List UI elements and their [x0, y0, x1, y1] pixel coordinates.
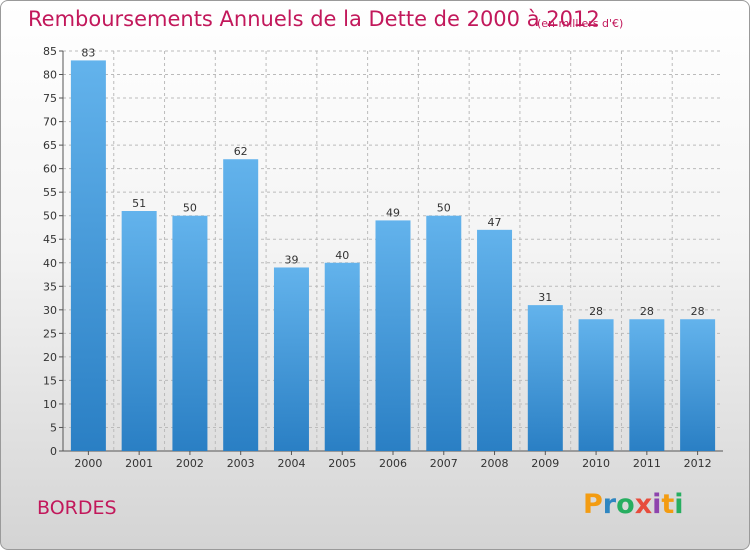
x-tick-label: 2003: [227, 457, 255, 470]
data-label: 31: [538, 291, 552, 304]
logo-letter: i: [674, 489, 684, 520]
bar-2006: [375, 220, 411, 451]
bar-2007: [426, 215, 462, 451]
data-label: 28: [589, 305, 603, 318]
y-tick-label: 25: [43, 327, 57, 340]
x-tick-label: 2008: [481, 457, 509, 470]
data-label: 50: [183, 202, 197, 215]
y-tick-label: 10: [43, 398, 57, 411]
y-tick-label: 20: [43, 351, 57, 364]
bar-2010: [578, 319, 614, 451]
data-label: 62: [234, 145, 248, 158]
x-tick-label: 2007: [430, 457, 458, 470]
y-tick-label: 80: [43, 69, 57, 82]
data-label: 49: [386, 206, 400, 219]
y-tick-label: 30: [43, 304, 57, 317]
bar-2009: [527, 305, 563, 451]
data-label: 28: [640, 305, 654, 318]
y-tick-label: 5: [50, 421, 57, 434]
y-tick-label: 45: [43, 233, 57, 246]
y-tick-label: 0: [50, 445, 57, 458]
logo-letter: x: [634, 489, 653, 520]
y-tick-label: 55: [43, 186, 57, 199]
bar-2003: [223, 159, 259, 451]
x-tick-label: 2011: [633, 457, 661, 470]
chart-unit: (en milliers d'€): [537, 17, 624, 30]
x-tick-label: 2009: [531, 457, 559, 470]
x-tick-label: 2006: [379, 457, 407, 470]
data-label: 50: [437, 202, 451, 215]
x-tick-label: 2002: [176, 457, 204, 470]
bars: [70, 60, 716, 451]
y-tick-label: 15: [43, 374, 57, 387]
data-label: 83: [81, 46, 95, 59]
bar-2012: [680, 319, 716, 451]
bar-2004: [273, 267, 309, 451]
bar-2000: [70, 60, 106, 451]
data-label: 39: [284, 253, 298, 266]
logo-letter: r: [602, 489, 617, 520]
data-label: 47: [488, 216, 502, 229]
bar-2002: [172, 215, 208, 451]
y-tick-label: 40: [43, 257, 57, 270]
data-label: 51: [132, 197, 146, 210]
y-tick-label: 50: [43, 210, 57, 223]
labels: 2000 83 2001 51 2002 50 2003 62 2004 39 2005 40 2006…: [74, 46, 711, 470]
bar-2001: [121, 211, 157, 451]
bar-2005: [324, 262, 360, 451]
x-tick-label: 2010: [582, 457, 610, 470]
y-tick-label: 70: [43, 116, 57, 129]
logo-letter: i: [652, 489, 662, 520]
proxiti-logo: Proxiti: [583, 489, 684, 520]
x-tick-label: 2000: [74, 457, 102, 470]
bar-2008: [477, 229, 513, 451]
x-tick-label: 2005: [328, 457, 356, 470]
y-tick-label: 65: [43, 139, 57, 152]
data-label: 40: [335, 249, 349, 262]
logo-letter: t: [661, 489, 675, 520]
logo-letter: P: [583, 489, 603, 520]
bar-2011: [629, 319, 665, 451]
data-label: 28: [691, 305, 705, 318]
logo-letter: o: [616, 489, 635, 520]
y-tick-label: 60: [43, 163, 57, 176]
y-tick-label: 35: [43, 280, 57, 293]
x-tick-label: 2004: [277, 457, 305, 470]
y-tick-label: 85: [43, 45, 57, 58]
commune-name: BORDES: [37, 497, 117, 519]
y-tick-label: 75: [43, 92, 57, 105]
x-tick-label: 2012: [684, 457, 712, 470]
chart-title: Remboursements Annuels de la Dette de 20…: [28, 7, 600, 31]
x-tick-label: 2001: [125, 457, 153, 470]
